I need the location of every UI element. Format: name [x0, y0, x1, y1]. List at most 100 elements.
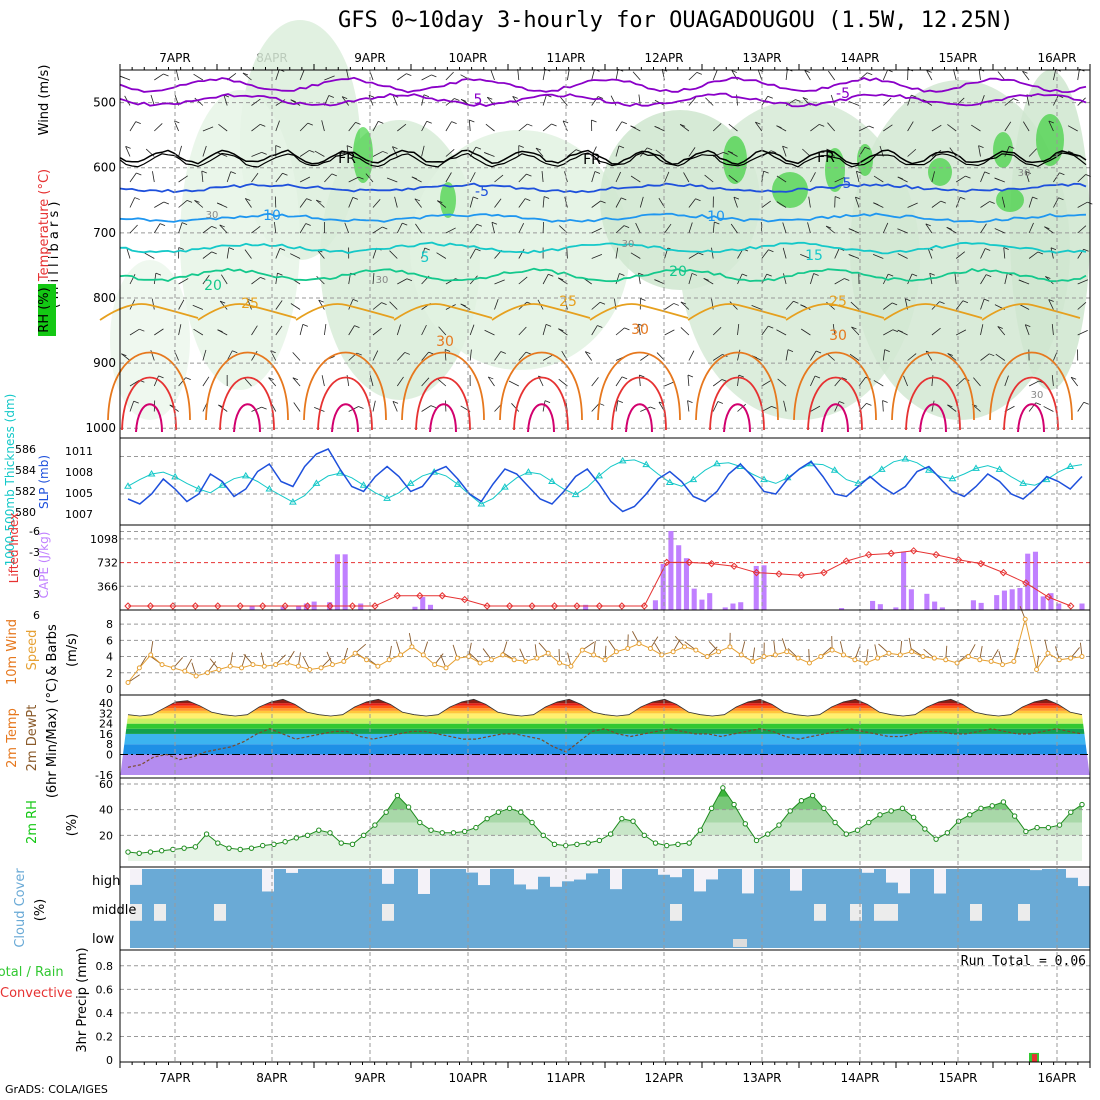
- wind-speed-marker: [398, 652, 404, 658]
- wind-barb: [1028, 222, 1034, 234]
- wind-barb: [397, 73, 407, 81]
- wind-barb: [292, 377, 301, 387]
- thickness-marker: [595, 471, 603, 479]
- wind-barb-feather: [1083, 401, 1089, 405]
- rh-marker: [158, 848, 165, 854]
- cloud-gap-high: [790, 869, 802, 891]
- contour-label-5: -5: [475, 184, 489, 200]
- wind-barb: [1028, 148, 1038, 157]
- wind-barb-feather: [475, 146, 482, 150]
- wind-speed-marker: [284, 660, 290, 666]
- slp-panel: 586 584 582 580 1011 1008 1005 1007: [15, 443, 1090, 532]
- cloud-gap-high: [862, 869, 874, 873]
- rh-marker: [787, 808, 793, 814]
- ylabel-3hr-precip: 3hr Precip (mm): [75, 947, 90, 1052]
- rh-marker: [417, 819, 423, 826]
- wind-barb: [680, 301, 690, 310]
- wind-barb: [542, 274, 549, 285]
- wind-speed-marker: [500, 652, 506, 658]
- wind-barb: [761, 249, 769, 259]
- wind-barb-feather: [355, 121, 361, 125]
- wind-barb: [444, 400, 447, 412]
- wind-barb: [785, 300, 794, 310]
- wind-barb: [511, 403, 520, 412]
- wind-barb: [808, 196, 811, 208]
- wind-barb-feather: [1050, 247, 1057, 251]
- isotherm-40: [723, 403, 751, 433]
- wind-barb: [469, 223, 478, 234]
- precip-panel: 0.8 0.6 0.4 0.2 0 Run Total = 0.06 Total / Rai…: [0, 954, 1090, 1067]
- wind-barb-feather: [905, 298, 911, 302]
- cloud-gap-middle: [214, 904, 226, 921]
- rh-marker: [843, 831, 850, 837]
- rh-marker: [170, 846, 176, 853]
- wind-barb-feather: [159, 223, 166, 226]
- panel-frame-1: [119, 437, 1091, 526]
- wind-barb-feather: [640, 298, 646, 301]
- wind-speed-marker: [205, 670, 210, 676]
- lifted-index-marker: [707, 559, 716, 568]
- wind-barb-feather: [228, 247, 235, 251]
- wind-barb: [783, 400, 787, 412]
- wind-barb: [292, 352, 301, 361]
- wind-barb: [490, 69, 495, 81]
- isotherm-25: [491, 303, 591, 321]
- cape-bar: [932, 601, 938, 610]
- isotherm-freezing-b: [119, 152, 1087, 168]
- cape-bar: [427, 604, 434, 610]
- wind-barb: [414, 198, 422, 208]
- wind-barb: [1004, 273, 1008, 285]
- wind-speed-marker: [1022, 616, 1028, 622]
- wind-barb-feather: [621, 121, 628, 125]
- wind-barb-feather: [230, 171, 236, 174]
- wind-barb-feather: [178, 247, 184, 250]
- wind-barb-feather: [444, 349, 451, 352]
- wind-barb: [783, 273, 787, 285]
- wind-barb-feather: [594, 171, 601, 174]
- date-bottom-3: 10APR: [448, 1071, 487, 1085]
- isotherm-40: [919, 403, 947, 433]
- rh-marker: [776, 822, 782, 828]
- lifted-index-marker: [460, 595, 469, 604]
- wind-barb-feather: [430, 405, 437, 408]
- wind-barb: [1077, 201, 1088, 208]
- wind-barb-feather: [268, 377, 274, 381]
- lifted-index-marker: [124, 602, 132, 610]
- rh-legend-box: [38, 284, 56, 336]
- wind-barb: [777, 378, 787, 387]
- wind-barb: [615, 327, 625, 336]
- isotherm-40: [821, 403, 849, 433]
- wind-barb: [931, 171, 935, 183]
- wind-barb-feather: [856, 170, 862, 174]
- wind-barb-feather: [392, 401, 399, 404]
- wind-barb: [635, 222, 641, 234]
- wind-barb-feather: [279, 247, 286, 251]
- wind-barb: [688, 273, 693, 285]
- lifted-index-marker: [663, 558, 671, 567]
- wind-barb-feather: [978, 145, 984, 149]
- li-ytick-4: 6: [33, 609, 40, 622]
- wind-barb: [485, 123, 495, 132]
- wind-barb: [392, 146, 398, 157]
- wind-barb-feather: [136, 172, 142, 176]
- date-top-9: 16APR: [1037, 51, 1076, 65]
- temp-band: [120, 718, 1090, 724]
- wind-barb: [897, 253, 908, 259]
- wind-barb: [848, 101, 860, 106]
- wind-barb: [1067, 125, 1078, 132]
- wind-speed-marker: [602, 657, 608, 663]
- wind-speed-marker: [216, 667, 222, 673]
- rh-marker: [1000, 799, 1007, 805]
- wind-barb-feather: [897, 329, 903, 333]
- wind-barb-feather: [768, 249, 774, 253]
- wind-barb: [251, 172, 259, 183]
- wind-barb-feather: [897, 176, 903, 180]
- wind-barb: [315, 199, 325, 208]
- wind-ytick-1: 6: [106, 634, 113, 647]
- run-total: Run Total = 0.06: [961, 954, 1086, 969]
- wind-barb-feather: [960, 196, 966, 200]
- wind-barb: [615, 225, 625, 234]
- wind-barb: [947, 353, 957, 361]
- wind-barb: [751, 305, 762, 310]
